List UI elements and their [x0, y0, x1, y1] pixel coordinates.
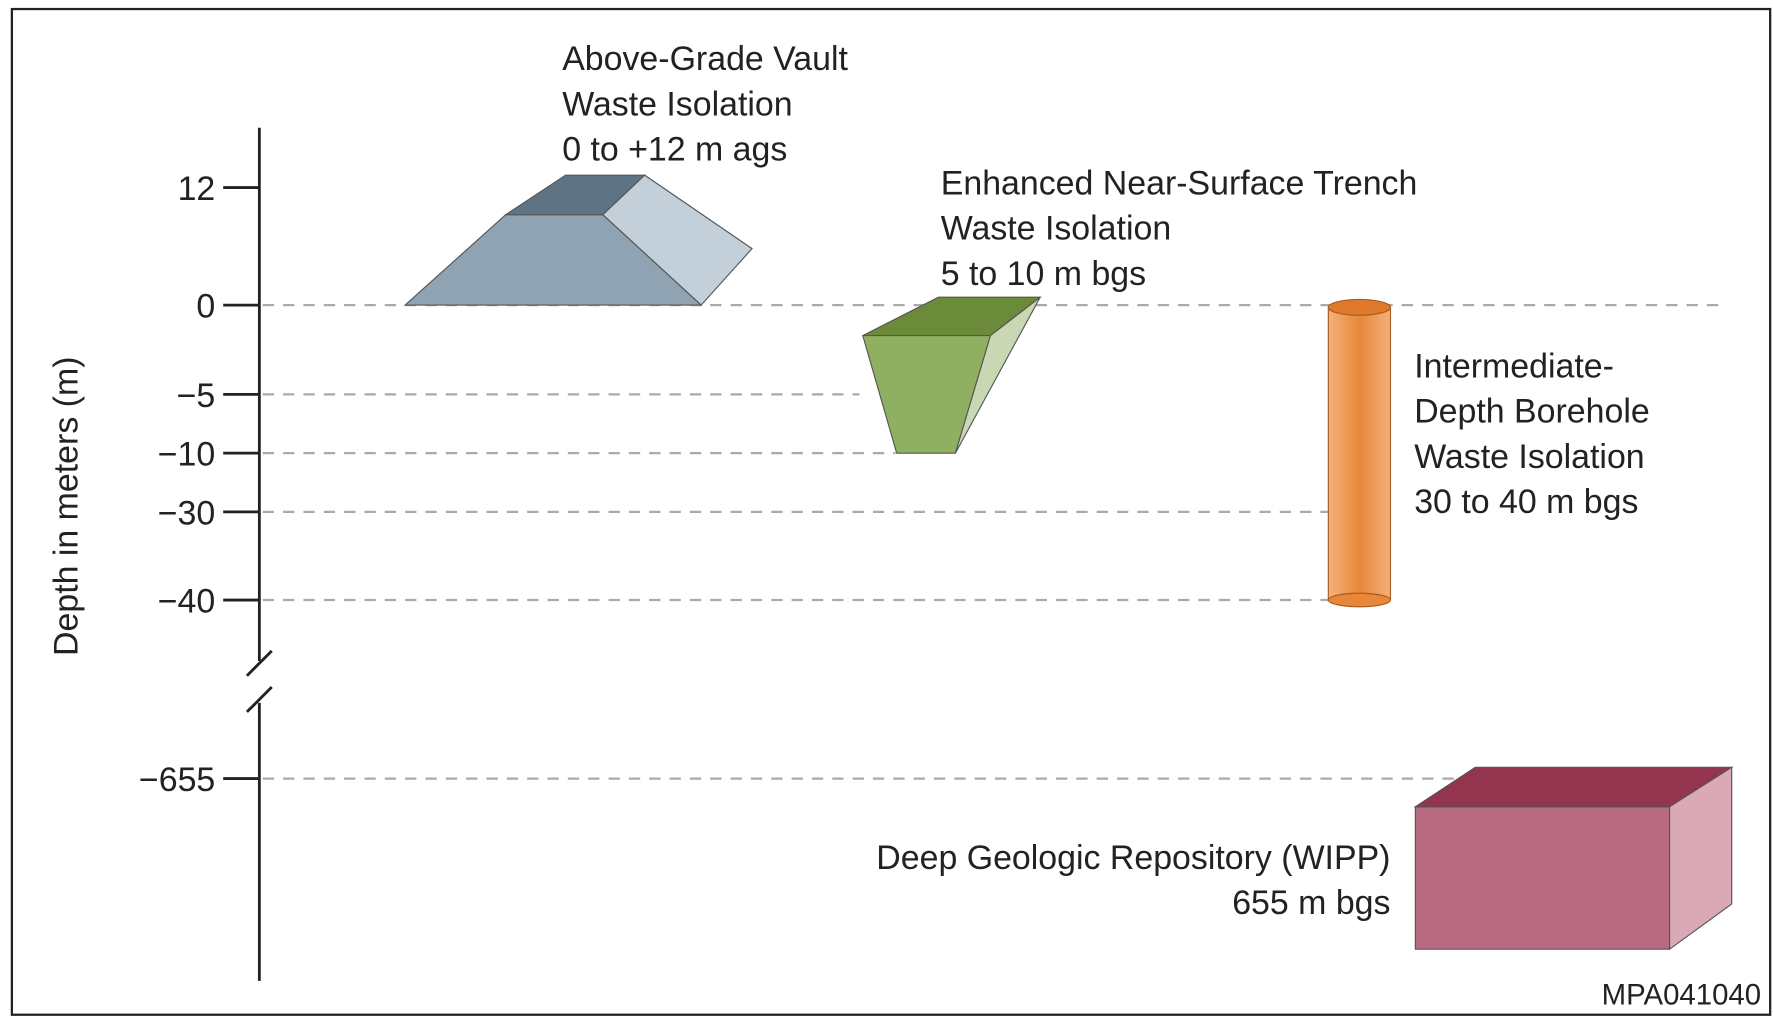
label-line: Depth Borehole — [1414, 393, 1650, 431]
tick-label: −5 — [177, 377, 216, 415]
tick-label: −10 — [158, 436, 216, 474]
label-line: Above-Grade Vault — [562, 40, 848, 78]
tick-label: 12 — [178, 170, 216, 208]
label-line: 0 to +12 m ags — [562, 130, 787, 168]
label-line: Waste Isolation — [941, 210, 1171, 248]
frame — [10, 7, 1772, 1016]
tick-label: −655 — [139, 761, 215, 799]
trench-shape — [862, 296, 1042, 454]
figure-id: MPA041040 — [1602, 979, 1761, 1012]
tick-label: −40 — [158, 582, 216, 620]
label-line: Enhanced Near-Surface Trench — [941, 164, 1418, 202]
axis-label: Depth in meters (m) — [47, 357, 85, 656]
label-line: Waste Isolation — [562, 85, 792, 123]
vault-label: Above-Grade Vault Waste Isolation 0 to +… — [562, 40, 848, 168]
tick-label: 0 — [196, 288, 215, 326]
label-line: 30 to 40 m bgs — [1414, 483, 1638, 521]
label-line: 655 m bgs — [1232, 884, 1390, 922]
axis — [223, 127, 273, 981]
guide-lines — [262, 303, 1724, 780]
repository-label: Deep Geologic Repository (WIPP) 655 m bg… — [876, 839, 1390, 922]
repository-shape — [1413, 766, 1734, 951]
label-line: Waste Isolation — [1414, 438, 1644, 476]
trench-label: Enhanced Near-Surface Trench Waste Isola… — [941, 164, 1418, 292]
borehole-shape — [1327, 298, 1392, 608]
tick-label: −30 — [158, 494, 216, 532]
label-line: 5 to 10 m bgs — [941, 255, 1146, 293]
borehole-label: Intermediate- Depth Borehole Waste Isola… — [1414, 347, 1650, 521]
label-line: Deep Geologic Repository (WIPP) — [876, 839, 1390, 877]
vault-shape — [403, 174, 753, 306]
label-line: Intermediate- — [1414, 347, 1614, 385]
